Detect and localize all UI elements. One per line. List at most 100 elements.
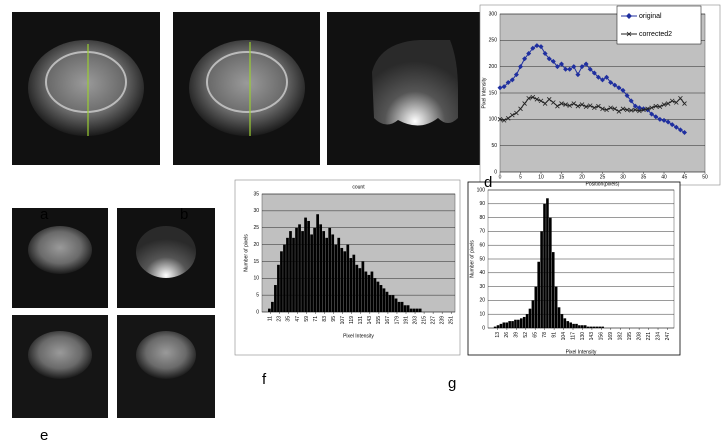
point — [595, 74, 601, 80]
legend-marker — [626, 13, 632, 19]
histogram-bar — [313, 227, 316, 312]
x-tick-label: 23 — [277, 316, 283, 322]
histogram-bar — [370, 271, 374, 312]
point — [608, 79, 614, 85]
x-tick-label: 15 — [559, 174, 565, 180]
histogram-bar — [522, 316, 526, 328]
y-tick-label: 0 — [494, 169, 497, 175]
y-tick-label: 90 — [479, 201, 485, 207]
histogram-bar — [271, 301, 274, 312]
histogram-bar — [340, 247, 344, 312]
histogram-bar — [557, 307, 561, 328]
x-tick-label: 39 — [514, 332, 520, 338]
y-tick-label: 300 — [489, 11, 498, 17]
y-tick-label: 50 — [491, 143, 497, 149]
histogram-bar — [289, 231, 292, 312]
x-tick-label: 191 — [403, 316, 409, 325]
histogram-bar — [325, 237, 329, 312]
panel-label: f — [262, 371, 267, 388]
point — [636, 105, 642, 111]
histogram-bar — [331, 234, 335, 312]
histogram-bar — [343, 251, 347, 312]
x-axis-label: Pixel Intensity — [566, 349, 597, 355]
point — [600, 77, 605, 83]
histogram-bar — [361, 261, 365, 312]
point — [665, 119, 671, 125]
histogram-bar — [286, 237, 289, 312]
point — [538, 44, 544, 50]
x-tick-label: 131 — [358, 316, 364, 325]
histogram-bar — [385, 291, 389, 312]
panel-label: e — [40, 427, 48, 444]
x-tick-label: 155 — [376, 316, 382, 325]
x-tick-label: 182 — [618, 332, 624, 341]
histogram-bar — [560, 314, 564, 328]
point — [567, 66, 573, 72]
histogram-bar — [409, 308, 413, 312]
point — [620, 106, 626, 112]
y-tick-label: 80 — [479, 215, 485, 221]
histogram-bar — [540, 231, 543, 328]
point — [653, 114, 659, 120]
histogram-bar — [373, 278, 377, 312]
histogram-bar — [598, 326, 602, 328]
histogram-bar — [406, 305, 410, 312]
point — [612, 82, 618, 88]
point — [641, 107, 646, 113]
histogram-bar — [277, 264, 280, 312]
x-tick-label: 91 — [551, 332, 557, 338]
histogram-bar — [283, 244, 286, 312]
histogram-bar — [394, 298, 398, 312]
point — [518, 64, 523, 70]
y-tick-label: 15 — [253, 259, 259, 265]
histogram-bar — [268, 308, 271, 312]
panel-label: b — [180, 206, 188, 223]
point — [571, 64, 577, 70]
point — [677, 127, 683, 133]
series-line — [499, 96, 685, 121]
point — [538, 98, 544, 104]
histogram-bar — [358, 268, 362, 312]
histogram-bar — [502, 322, 506, 328]
image-a — [12, 12, 160, 165]
point — [649, 111, 655, 117]
point — [530, 94, 536, 100]
histogram-bar — [334, 244, 338, 312]
y-tick-label: 0 — [256, 309, 259, 315]
y-tick-label: 60 — [479, 243, 485, 249]
point — [497, 117, 503, 122]
x-tick-label: 239 — [440, 316, 446, 325]
y-tick-label: 70 — [479, 229, 485, 235]
histogram-bar — [349, 258, 353, 312]
x-tick-label: 208 — [636, 332, 642, 341]
point — [530, 45, 536, 51]
point — [616, 109, 622, 114]
legend-label: original — [639, 13, 662, 20]
x-tick-label: 83 — [322, 316, 328, 322]
histogram-bar — [586, 326, 590, 328]
point — [497, 85, 503, 91]
y-tick-label: 100 — [489, 117, 498, 123]
histogram-bar — [592, 326, 596, 328]
x-tick-label: 59 — [304, 316, 310, 322]
point — [501, 118, 507, 123]
point — [608, 105, 613, 111]
histogram-bar — [412, 308, 416, 312]
point — [637, 108, 642, 114]
histogram-bar — [511, 321, 514, 328]
x-tick-label: 26 — [504, 332, 510, 338]
histogram-bar — [337, 237, 341, 312]
histogram-bar — [578, 325, 581, 328]
x-tick-label: 169 — [608, 332, 614, 341]
point — [505, 79, 511, 85]
x-tick-label: 227 — [430, 316, 436, 325]
point — [518, 106, 523, 112]
point — [579, 102, 585, 107]
point — [522, 56, 528, 62]
legend-box — [616, 5, 702, 45]
x-tick-label: 167 — [385, 316, 391, 325]
histogram-bar — [493, 326, 497, 328]
point — [559, 101, 564, 106]
x-tick-label: 203 — [412, 316, 418, 325]
